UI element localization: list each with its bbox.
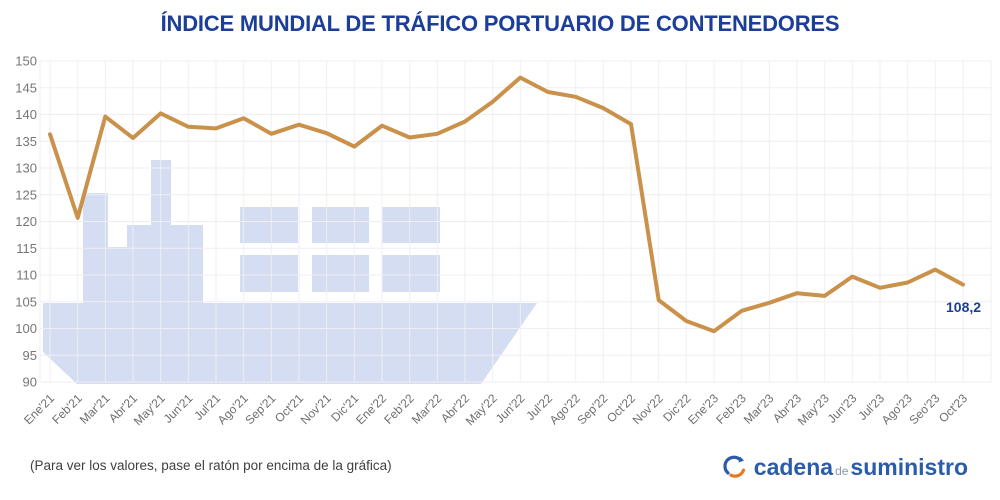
svg-text:May'21: May'21 bbox=[131, 391, 168, 428]
svg-text:95: 95 bbox=[23, 348, 37, 363]
brand-word-cadena: cadena bbox=[753, 453, 834, 480]
brand-word-suministro: suministro bbox=[850, 453, 968, 480]
ship-hull bbox=[43, 303, 537, 384]
data-series-line[interactable] bbox=[48, 75, 965, 334]
svg-text:115: 115 bbox=[16, 241, 37, 256]
svg-text:140: 140 bbox=[15, 107, 37, 122]
svg-text:120: 120 bbox=[15, 214, 37, 229]
svg-text:May'22: May'22 bbox=[463, 391, 500, 428]
gridlines bbox=[39, 60, 992, 383]
svg-text:105: 105 bbox=[15, 294, 37, 309]
x-axis-labels: Ene'21Feb'21Mar'21Abr'21May'21Jun'21Jul'… bbox=[21, 391, 970, 428]
svg-text:130: 130 bbox=[15, 161, 37, 176]
sync-circle-icon bbox=[723, 455, 745, 478]
y-axis-labels: 150 145 140 135 130 125 120 115 110 105 100 95 90 bbox=[15, 54, 37, 390]
svg-text:135: 135 bbox=[15, 134, 37, 149]
svg-text:Mar'21: Mar'21 bbox=[77, 391, 113, 427]
ship-superstructure bbox=[83, 160, 203, 303]
svg-text:Sep'22: Sep'22 bbox=[574, 391, 610, 427]
svg-text:110: 110 bbox=[16, 268, 37, 283]
svg-text:Feb'22: Feb'22 bbox=[381, 391, 417, 427]
svg-text:Mar'22: Mar'22 bbox=[409, 391, 445, 427]
brand-word-de: de bbox=[835, 463, 849, 478]
svg-text:Ene'23: Ene'23 bbox=[685, 391, 721, 427]
svg-text:Feb'23: Feb'23 bbox=[713, 391, 749, 427]
svg-text:May'23: May'23 bbox=[795, 391, 832, 428]
container-block bbox=[312, 255, 369, 292]
svg-text:Nov'22: Nov'22 bbox=[630, 391, 666, 427]
svg-text:90: 90 bbox=[23, 375, 37, 390]
svg-text:Ene'21: Ene'21 bbox=[21, 391, 57, 427]
svg-text:125: 125 bbox=[15, 187, 37, 202]
footer-note: (Para ver los valores, pase el ratón por… bbox=[30, 458, 392, 473]
svg-text:Nov'21: Nov'21 bbox=[298, 391, 334, 427]
watermark-ship-icon bbox=[43, 160, 537, 384]
svg-text:Feb'21: Feb'21 bbox=[49, 391, 85, 427]
svg-text:Jun'21: Jun'21 bbox=[161, 391, 196, 426]
svg-text:Jun'23: Jun'23 bbox=[825, 391, 860, 426]
svg-text:Mar'23: Mar'23 bbox=[741, 391, 777, 427]
brand-logo[interactable]: cadena de suministro bbox=[723, 451, 968, 483]
svg-text:Sep'21: Sep'21 bbox=[242, 391, 278, 427]
svg-text:100: 100 bbox=[15, 321, 37, 336]
container-block bbox=[240, 255, 298, 292]
svg-text:Seo'23: Seo'23 bbox=[906, 391, 942, 427]
container-block bbox=[382, 255, 440, 292]
container-block bbox=[312, 207, 369, 243]
container-block bbox=[382, 207, 440, 243]
svg-text:Oct'23: Oct'23 bbox=[936, 391, 970, 425]
svg-text:150: 150 bbox=[15, 54, 37, 69]
container-block bbox=[240, 207, 298, 243]
svg-text:Jun'22: Jun'22 bbox=[493, 391, 528, 426]
chart-title: ÍNDICE MUNDIAL DE TRÁFICO PORTUARIO DE C… bbox=[160, 11, 840, 36]
last-value-label: 108,2 bbox=[946, 299, 981, 315]
svg-text:145: 145 bbox=[15, 80, 37, 95]
svg-text:Ene'22: Ene'22 bbox=[353, 391, 389, 427]
